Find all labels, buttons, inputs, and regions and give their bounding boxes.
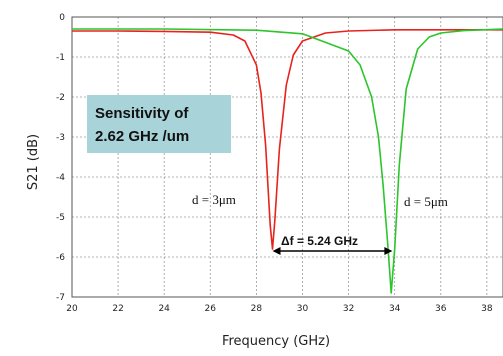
y-tick-label: -5 [56, 213, 65, 223]
delta-f-arrow [272, 247, 393, 255]
delta-arrow-head-right [384, 247, 393, 255]
delta-f-label: Δf = 5.24 GHz [281, 234, 358, 248]
sensitivity-box: Sensitivity of 2.62 GHz /um [87, 95, 231, 153]
x-tick-label: 38 [481, 304, 493, 314]
x-tick-label: 24 [158, 304, 170, 314]
sensitivity-line-1: Sensitivity of [95, 105, 189, 122]
y-tick-labels: 0 -1 -2 -3 -4 -5 -6 -7 [56, 13, 65, 303]
y-axis-title: S21 (dB) [26, 134, 41, 190]
x-tick-label: 34 [389, 304, 401, 314]
series-line-1 [72, 28, 503, 250]
sensitivity-line-2: 2.62 GHz /um [95, 128, 189, 145]
x-tick-label: 30 [297, 304, 309, 314]
y-tick-label: -7 [56, 293, 65, 303]
x-tick-label: 28 [251, 304, 263, 314]
x-tick-label: 20 [66, 304, 78, 314]
gridlines [71, 16, 503, 298]
series-group [72, 28, 503, 294]
sensitivity-box-background [87, 95, 231, 153]
y-tick-label: -6 [56, 253, 65, 263]
x-tick-label: 26 [205, 304, 217, 314]
label-d3: d = 3μm [192, 192, 236, 207]
y-tick-label: -2 [56, 93, 65, 103]
x-tick-labels: 20 22 24 26 28 30 32 34 36 38 [66, 304, 493, 314]
x-tick-label: 36 [435, 304, 447, 314]
delta-arrow-head-left [272, 247, 281, 255]
y-tick-label: -4 [56, 173, 65, 183]
x-tick-label: 32 [343, 304, 354, 314]
label-d5: d = 5μm [404, 194, 448, 209]
x-axis-title: Frequency (GHz) [222, 334, 330, 349]
y-tick-label: 0 [59, 13, 65, 23]
series-line-2 [72, 28, 503, 294]
plot-frame [71, 16, 503, 298]
y-tick-label: -1 [56, 53, 65, 63]
y-tick-label: -3 [56, 133, 65, 143]
x-tick-label: 22 [112, 304, 123, 314]
